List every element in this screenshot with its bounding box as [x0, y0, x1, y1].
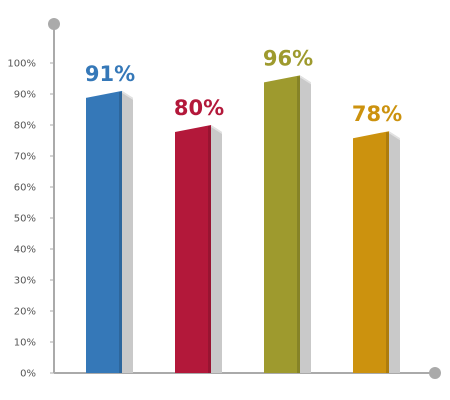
y-tick-label: 20% [14, 307, 36, 318]
bar-value-label: 96% [263, 46, 313, 70]
bar-edge [297, 76, 300, 374]
bar-side [211, 125, 222, 373]
value-labels: 91% 80% 96% 78% [85, 46, 402, 126]
x-axis-end-dot [429, 367, 441, 379]
bar-top-edge [211, 125, 222, 134]
bar-front [86, 90, 122, 374]
bar-side [300, 75, 311, 374]
bar-side [122, 90, 133, 374]
bar-side [389, 131, 400, 373]
bar-front [353, 131, 389, 373]
y-tick-label: 60% [14, 183, 36, 194]
bar-top-edge [389, 131, 400, 141]
bar-edge [119, 91, 122, 374]
y-tick-label: 100% [7, 59, 36, 70]
bar-front [264, 75, 300, 374]
y-axis-ticks: 0% 10% 20% 30% 40% 50% 60% 70% 80% 90% 100% [7, 59, 54, 380]
y-tick-label: 50% [14, 214, 36, 225]
chart-bars [86, 75, 400, 374]
bar-top-edge [122, 90, 133, 100]
y-tick-label: 0% [20, 369, 36, 380]
bar-front [175, 125, 211, 373]
bar-value-label: 78% [352, 102, 402, 126]
bar-edge [208, 126, 211, 373]
y-tick-label: 80% [14, 121, 36, 132]
bar-top-edge [300, 75, 311, 85]
y-tick-label: 40% [14, 245, 36, 256]
bar [175, 125, 222, 373]
bar-edge [386, 132, 389, 373]
y-tick-label: 30% [14, 276, 36, 287]
bar-value-label: 91% [85, 62, 135, 86]
bar-value-label: 80% [174, 96, 224, 120]
y-tick-label: 70% [14, 152, 36, 163]
bar [353, 131, 400, 373]
y-tick-label: 10% [14, 338, 36, 349]
bar [86, 90, 133, 374]
y-axis-end-dot [48, 18, 60, 30]
bar [264, 75, 311, 374]
y-tick-label: 90% [14, 90, 36, 101]
